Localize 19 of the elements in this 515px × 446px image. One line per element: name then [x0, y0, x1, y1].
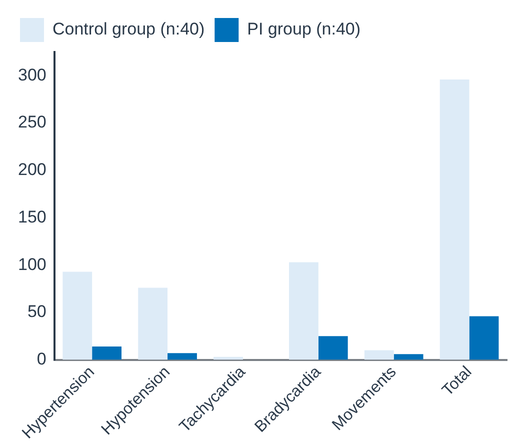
bar [62, 272, 92, 360]
y-tick-label: 50 [27, 302, 46, 322]
y-tick-label: 150 [18, 207, 46, 226]
legend-label: Control group (n:40) [52, 20, 205, 39]
bar [318, 336, 348, 360]
bar [469, 316, 499, 360]
legend-label: PI group (n:40) [247, 20, 361, 39]
y-tick-label: 200 [18, 160, 46, 180]
bar [92, 346, 122, 360]
y-tick-label: 100 [18, 254, 46, 274]
y-tick-label: 250 [18, 112, 46, 132]
bar [394, 354, 424, 360]
bar [288, 262, 318, 360]
bar [364, 350, 394, 360]
bar [440, 79, 470, 360]
y-tick-label: 0 [36, 349, 46, 368]
y-tick-label: 300 [18, 65, 46, 84]
bar [138, 288, 168, 360]
bar [168, 353, 197, 360]
